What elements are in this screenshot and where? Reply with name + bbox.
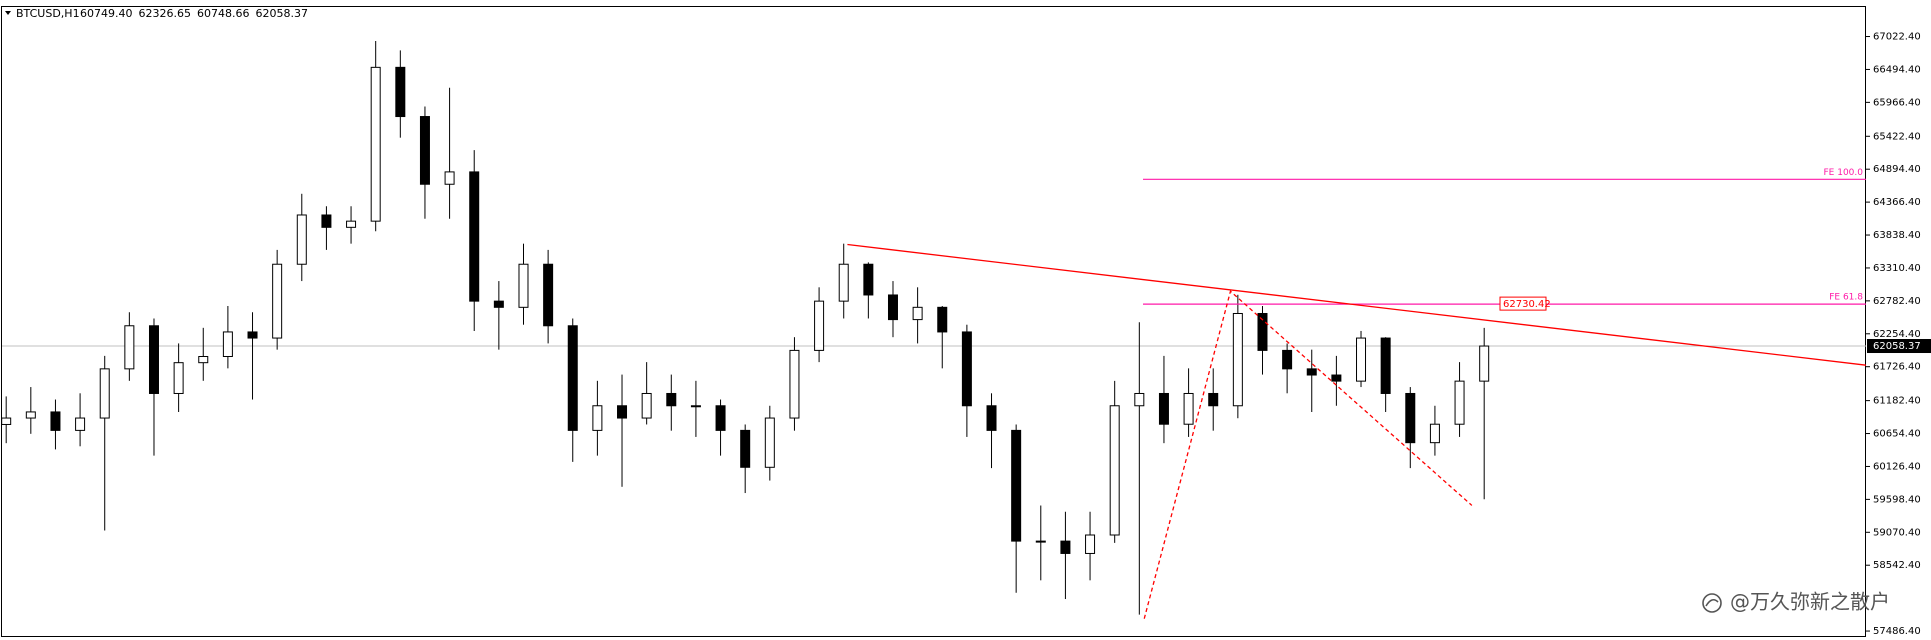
candle-body bbox=[1429, 423, 1440, 444]
y-tick-label: 63310.40 bbox=[1873, 263, 1921, 274]
candle-body bbox=[887, 294, 898, 321]
candle-body bbox=[296, 214, 307, 265]
candle-body bbox=[1479, 345, 1490, 382]
ohlc-value: 60749.40 bbox=[80, 7, 133, 20]
menu-triangle[interactable] bbox=[5, 11, 11, 15]
candle-body bbox=[469, 171, 480, 302]
candle-body bbox=[986, 405, 997, 431]
candle-body bbox=[1011, 429, 1022, 542]
candle-body bbox=[247, 331, 258, 339]
candle-body bbox=[50, 411, 61, 431]
candle-body bbox=[1183, 392, 1194, 425]
y-tick-label: 62254.40 bbox=[1873, 329, 1921, 340]
candle-body bbox=[419, 116, 430, 185]
candle-body bbox=[1405, 392, 1416, 444]
candle-body bbox=[148, 325, 159, 394]
candle-body bbox=[764, 417, 775, 468]
ohlc-value: 62058.37 bbox=[256, 7, 309, 20]
y-tick-label: 58542.40 bbox=[1873, 560, 1921, 571]
y-tick-label: 66494.40 bbox=[1873, 64, 1921, 75]
candle-body bbox=[838, 263, 849, 302]
candle-body bbox=[1454, 380, 1465, 425]
y-tick-label: 67022.40 bbox=[1873, 32, 1921, 43]
price-label-box bbox=[1499, 296, 1547, 311]
candle-body bbox=[1331, 374, 1342, 382]
candle-body bbox=[543, 263, 554, 327]
candle-body bbox=[124, 325, 135, 370]
candle-body bbox=[346, 220, 357, 228]
candle-body bbox=[1134, 392, 1145, 407]
y-tick-label: 64894.40 bbox=[1873, 164, 1921, 175]
y-tick-label: 61182.40 bbox=[1873, 396, 1921, 407]
candle-body bbox=[25, 411, 36, 419]
y-tick-label: 65422.40 bbox=[1873, 131, 1921, 142]
candle-body bbox=[937, 306, 948, 333]
candle-body bbox=[1306, 368, 1317, 376]
fibo-expansion bbox=[1143, 290, 1473, 619]
y-tick-label: 61726.40 bbox=[1873, 362, 1921, 373]
candle-body bbox=[222, 331, 233, 358]
candle-body bbox=[641, 392, 652, 419]
candle-body bbox=[272, 263, 283, 339]
candle-body bbox=[395, 66, 406, 118]
candle-body bbox=[1035, 540, 1046, 543]
candle-body bbox=[912, 306, 923, 321]
candle-body bbox=[444, 171, 455, 185]
candle-body bbox=[1109, 405, 1120, 536]
ohlc-value: 60748.66 bbox=[197, 7, 250, 20]
chart-frame bbox=[1, 6, 1866, 637]
candle-body bbox=[690, 405, 701, 408]
candle-body bbox=[1257, 312, 1268, 351]
candle-body bbox=[173, 362, 184, 394]
candle-body bbox=[789, 349, 800, 419]
candle-body bbox=[567, 325, 578, 431]
trendline bbox=[847, 243, 1867, 366]
candle-body bbox=[863, 263, 874, 296]
candle-body bbox=[1356, 337, 1367, 382]
y-tick-label: 60126.40 bbox=[1873, 461, 1921, 472]
price-label: 62730.42 bbox=[1503, 299, 1551, 310]
y-tick-label: 57486.40 bbox=[1873, 626, 1921, 637]
candle-body bbox=[592, 405, 603, 431]
candle-body bbox=[715, 405, 726, 431]
candle-body bbox=[1, 417, 12, 425]
candle-body bbox=[518, 263, 529, 308]
ohlc-value: 62326.65 bbox=[139, 7, 192, 20]
candle-body bbox=[370, 66, 381, 222]
fibo-label: FE 61.8 bbox=[1829, 293, 1863, 303]
fibo-label: FE 100.0 bbox=[1824, 168, 1864, 178]
y-tick-label: 62782.40 bbox=[1873, 296, 1921, 307]
candle-body bbox=[321, 214, 332, 228]
candle-body bbox=[1158, 392, 1169, 425]
y-tick-label: 59070.40 bbox=[1873, 527, 1921, 538]
y-tick-label: 65966.40 bbox=[1873, 97, 1921, 108]
candle-body bbox=[617, 405, 628, 419]
candle-body bbox=[1380, 337, 1391, 394]
y-tick-label: 64366.40 bbox=[1873, 197, 1921, 208]
candle-body bbox=[75, 417, 86, 431]
candle-body bbox=[493, 300, 504, 308]
candle-body bbox=[666, 392, 677, 407]
candle-body bbox=[740, 429, 751, 468]
candle-body bbox=[961, 331, 972, 407]
y-tick-label: 63838.40 bbox=[1873, 230, 1921, 241]
symbol-title: BTCUSD,H1 bbox=[16, 7, 80, 20]
candle-body bbox=[1060, 540, 1071, 554]
candle-body bbox=[99, 368, 110, 419]
current-price-label: 62058.37 bbox=[1873, 341, 1921, 352]
watermark-logo bbox=[1702, 593, 1722, 613]
candle-body bbox=[198, 356, 209, 364]
candle-body bbox=[1232, 312, 1243, 407]
candle-body bbox=[1208, 392, 1219, 407]
candle-body bbox=[814, 300, 825, 351]
candle-body bbox=[1085, 534, 1096, 554]
y-tick-label: 59598.40 bbox=[1873, 494, 1921, 505]
y-tick-label: 60654.40 bbox=[1873, 429, 1921, 440]
watermark: @万久弥新之散户 bbox=[1730, 590, 1890, 614]
current-price-tag bbox=[1867, 339, 1931, 354]
candle-body bbox=[1282, 349, 1293, 370]
